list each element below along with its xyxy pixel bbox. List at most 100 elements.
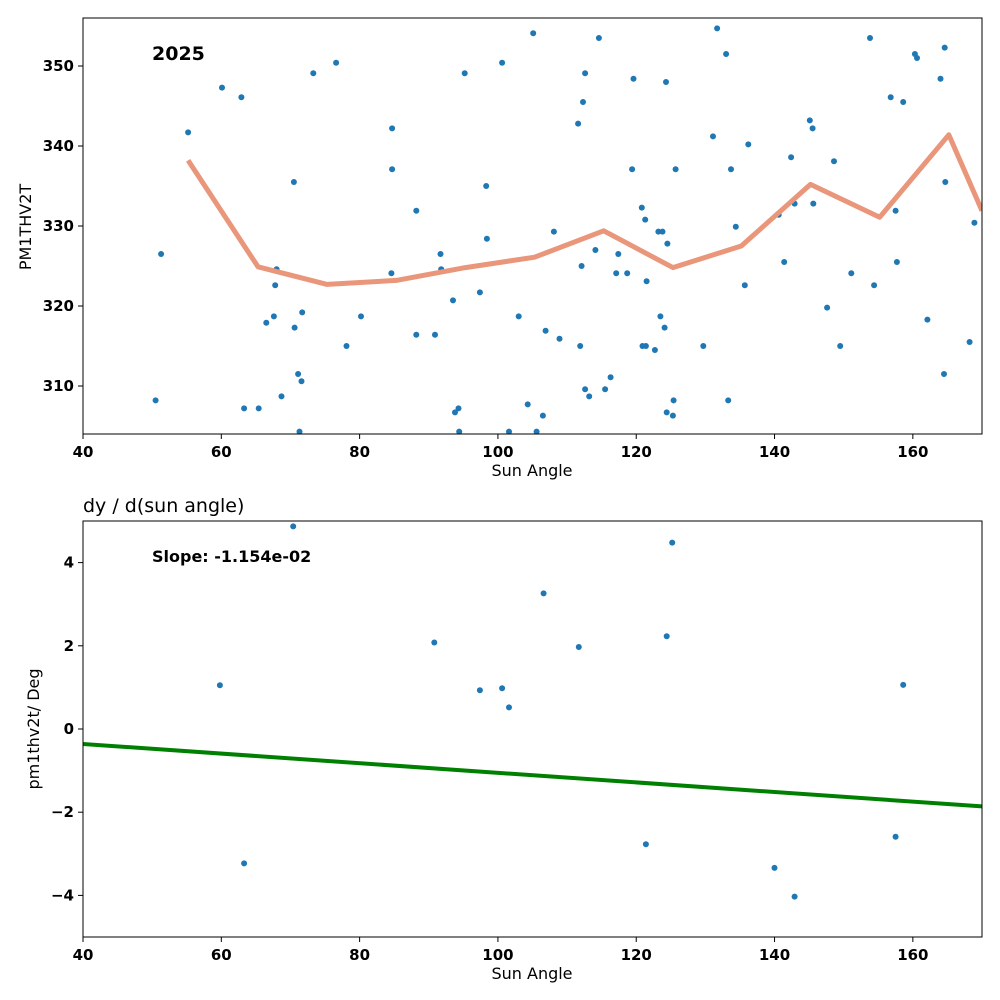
- top-plot-data-point: [607, 374, 614, 381]
- bottom-plot-x-tick-label: 100: [482, 946, 513, 964]
- bottom-plot-data-point: [506, 704, 512, 711]
- top-plot-data-point: [219, 84, 225, 91]
- top-plot-data-point: [710, 133, 716, 140]
- top-plot-data-point: [476, 289, 483, 296]
- top-plot-data-point: [539, 412, 546, 419]
- top-plot-data-point: [185, 129, 192, 136]
- top-plot-data-point: [586, 393, 593, 400]
- bottom-plot-x-tick-label: 60: [211, 946, 232, 964]
- bottom-plot-data-point: [575, 644, 582, 650]
- bottom-plot-x-tick-label: 160: [897, 946, 928, 964]
- top-plot-data-point: [788, 154, 795, 161]
- top-plot-data-point: [432, 331, 438, 338]
- bottom-plot-data-point: [642, 841, 649, 848]
- bottom-plot-annotation: Slope: -1.154e-02: [152, 547, 311, 566]
- top-plot-data-point: [971, 219, 978, 226]
- top-plot-x-tick-label: 140: [759, 443, 790, 461]
- top-plot-x-tick-label: 160: [897, 443, 928, 461]
- bottom-plot-y-tick-label: −4: [51, 886, 74, 904]
- top-plot-x-tick-label: 100: [482, 443, 513, 461]
- top-plot-data-point: [298, 378, 305, 385]
- top-plot-data-point: [291, 324, 298, 331]
- top-plot-data-point: [810, 200, 817, 207]
- top-plot-data-point: [290, 179, 297, 185]
- top-plot-data-point: [624, 270, 631, 277]
- top-plot-data-point: [672, 166, 679, 173]
- bottom-plot-y-tick-label: 2: [64, 637, 74, 655]
- bottom-plot-x-axis-label: Sun Angle: [491, 964, 572, 983]
- top-plot-x-tick-label: 80: [349, 443, 370, 461]
- top-plot-data-point: [238, 94, 245, 101]
- bottom-plot-data-point: [892, 833, 899, 840]
- top-plot-data-point: [630, 75, 637, 82]
- top-plot-data-point: [263, 319, 270, 326]
- top-plot-data-point: [592, 247, 599, 253]
- top-plot-data-point: [725, 397, 732, 404]
- top-plot-data-point: [255, 405, 262, 412]
- top-plot-data-point: [642, 216, 649, 223]
- top-plot-data-point: [296, 428, 303, 434]
- bottom-plot-data-point: [216, 682, 223, 689]
- bottom-plot-y-axis-label: pm1thv2t/ Deg: [24, 668, 43, 789]
- top-plot-data-point: [837, 343, 844, 349]
- top-plot-data-point: [456, 428, 463, 434]
- top-plot-data-point: [728, 166, 734, 173]
- top-plot-data-point: [613, 270, 620, 277]
- top-plot-data-point: [723, 51, 730, 57]
- top-plot-data-point: [661, 324, 668, 331]
- bottom-plot-data-point: [290, 523, 297, 530]
- top-plot-y-axis-label: PM1THV2T: [16, 184, 35, 271]
- top-plot-data-point: [483, 235, 490, 242]
- top-plot-data-point: [582, 386, 589, 393]
- bottom-plot-data-point: [540, 590, 547, 597]
- top-plot-data-point: [831, 158, 837, 165]
- top-plot-data-point: [663, 79, 669, 85]
- top-plot-trend-line: [186, 132, 982, 287]
- bottom-plot-data-point: [431, 639, 438, 646]
- top-plot-data-point: [358, 313, 364, 320]
- top-plot-data-point: [806, 117, 813, 124]
- top-plot-data-point: [745, 141, 752, 148]
- bottom-plot-data-point: [241, 860, 248, 867]
- top-plot-data-point: [629, 166, 636, 173]
- top-plot-data-point: [556, 335, 563, 342]
- bottom-plot-data-point: [900, 681, 907, 688]
- top-plot-data-point: [278, 393, 285, 400]
- top-plot-data-point: [663, 409, 670, 416]
- top-plot-data-point: [824, 304, 831, 311]
- top-plot-data-point: [966, 339, 973, 345]
- top-plot-data-point: [887, 94, 894, 101]
- top-plot-data-point: [642, 343, 649, 349]
- top-plot-data-point: [848, 270, 855, 277]
- top-plot-x-tick-label: 60: [211, 443, 232, 461]
- top-plot-data-point: [389, 166, 396, 173]
- bottom-plot-x-tick-label: 40: [73, 946, 94, 964]
- top-plot-data-point: [506, 428, 512, 434]
- top-plot-data-point: [524, 401, 531, 408]
- top-plot-data-point: [892, 207, 899, 214]
- top-plot-data-point: [158, 251, 165, 257]
- top-plot-data-point: [893, 259, 900, 265]
- top-plot-data-point: [333, 59, 340, 66]
- top-plot-x-tick-label: 40: [73, 443, 94, 461]
- bottom-plot-title: dy / d(sun angle): [83, 495, 244, 517]
- top-plot-data-point: [413, 331, 420, 338]
- top-plot-panel: 40 60 80 100 120 140 160 310 320 330 340 350 2025 S…: [16, 17, 983, 480]
- top-plot-data-point: [714, 25, 721, 32]
- top-plot-y-tick-label: 320: [43, 297, 74, 315]
- top-plot-data-point: [638, 204, 645, 211]
- bottom-plot-x-tick-label: 80: [349, 946, 370, 964]
- top-plot-data-point: [241, 405, 248, 412]
- top-plot-data-point: [664, 240, 671, 247]
- bottom-plot-data-point: [669, 539, 676, 546]
- top-plot-x-axis-label: Sun Angle: [491, 461, 572, 480]
- top-plot-data-point: [809, 125, 816, 132]
- bottom-plot-y-tick-label: 0: [64, 720, 74, 738]
- top-plot-data-point: [270, 313, 277, 320]
- bottom-plot-x-tick-label: 120: [621, 946, 652, 964]
- top-plot-data-point: [655, 228, 662, 235]
- bottom-plot-panel: dy / d(sun angle) 40 60 80 100 120 140 160−4−2…: [24, 495, 983, 983]
- top-plot-y-tick-label: 340: [43, 137, 74, 155]
- top-plot-data-point: [152, 397, 159, 404]
